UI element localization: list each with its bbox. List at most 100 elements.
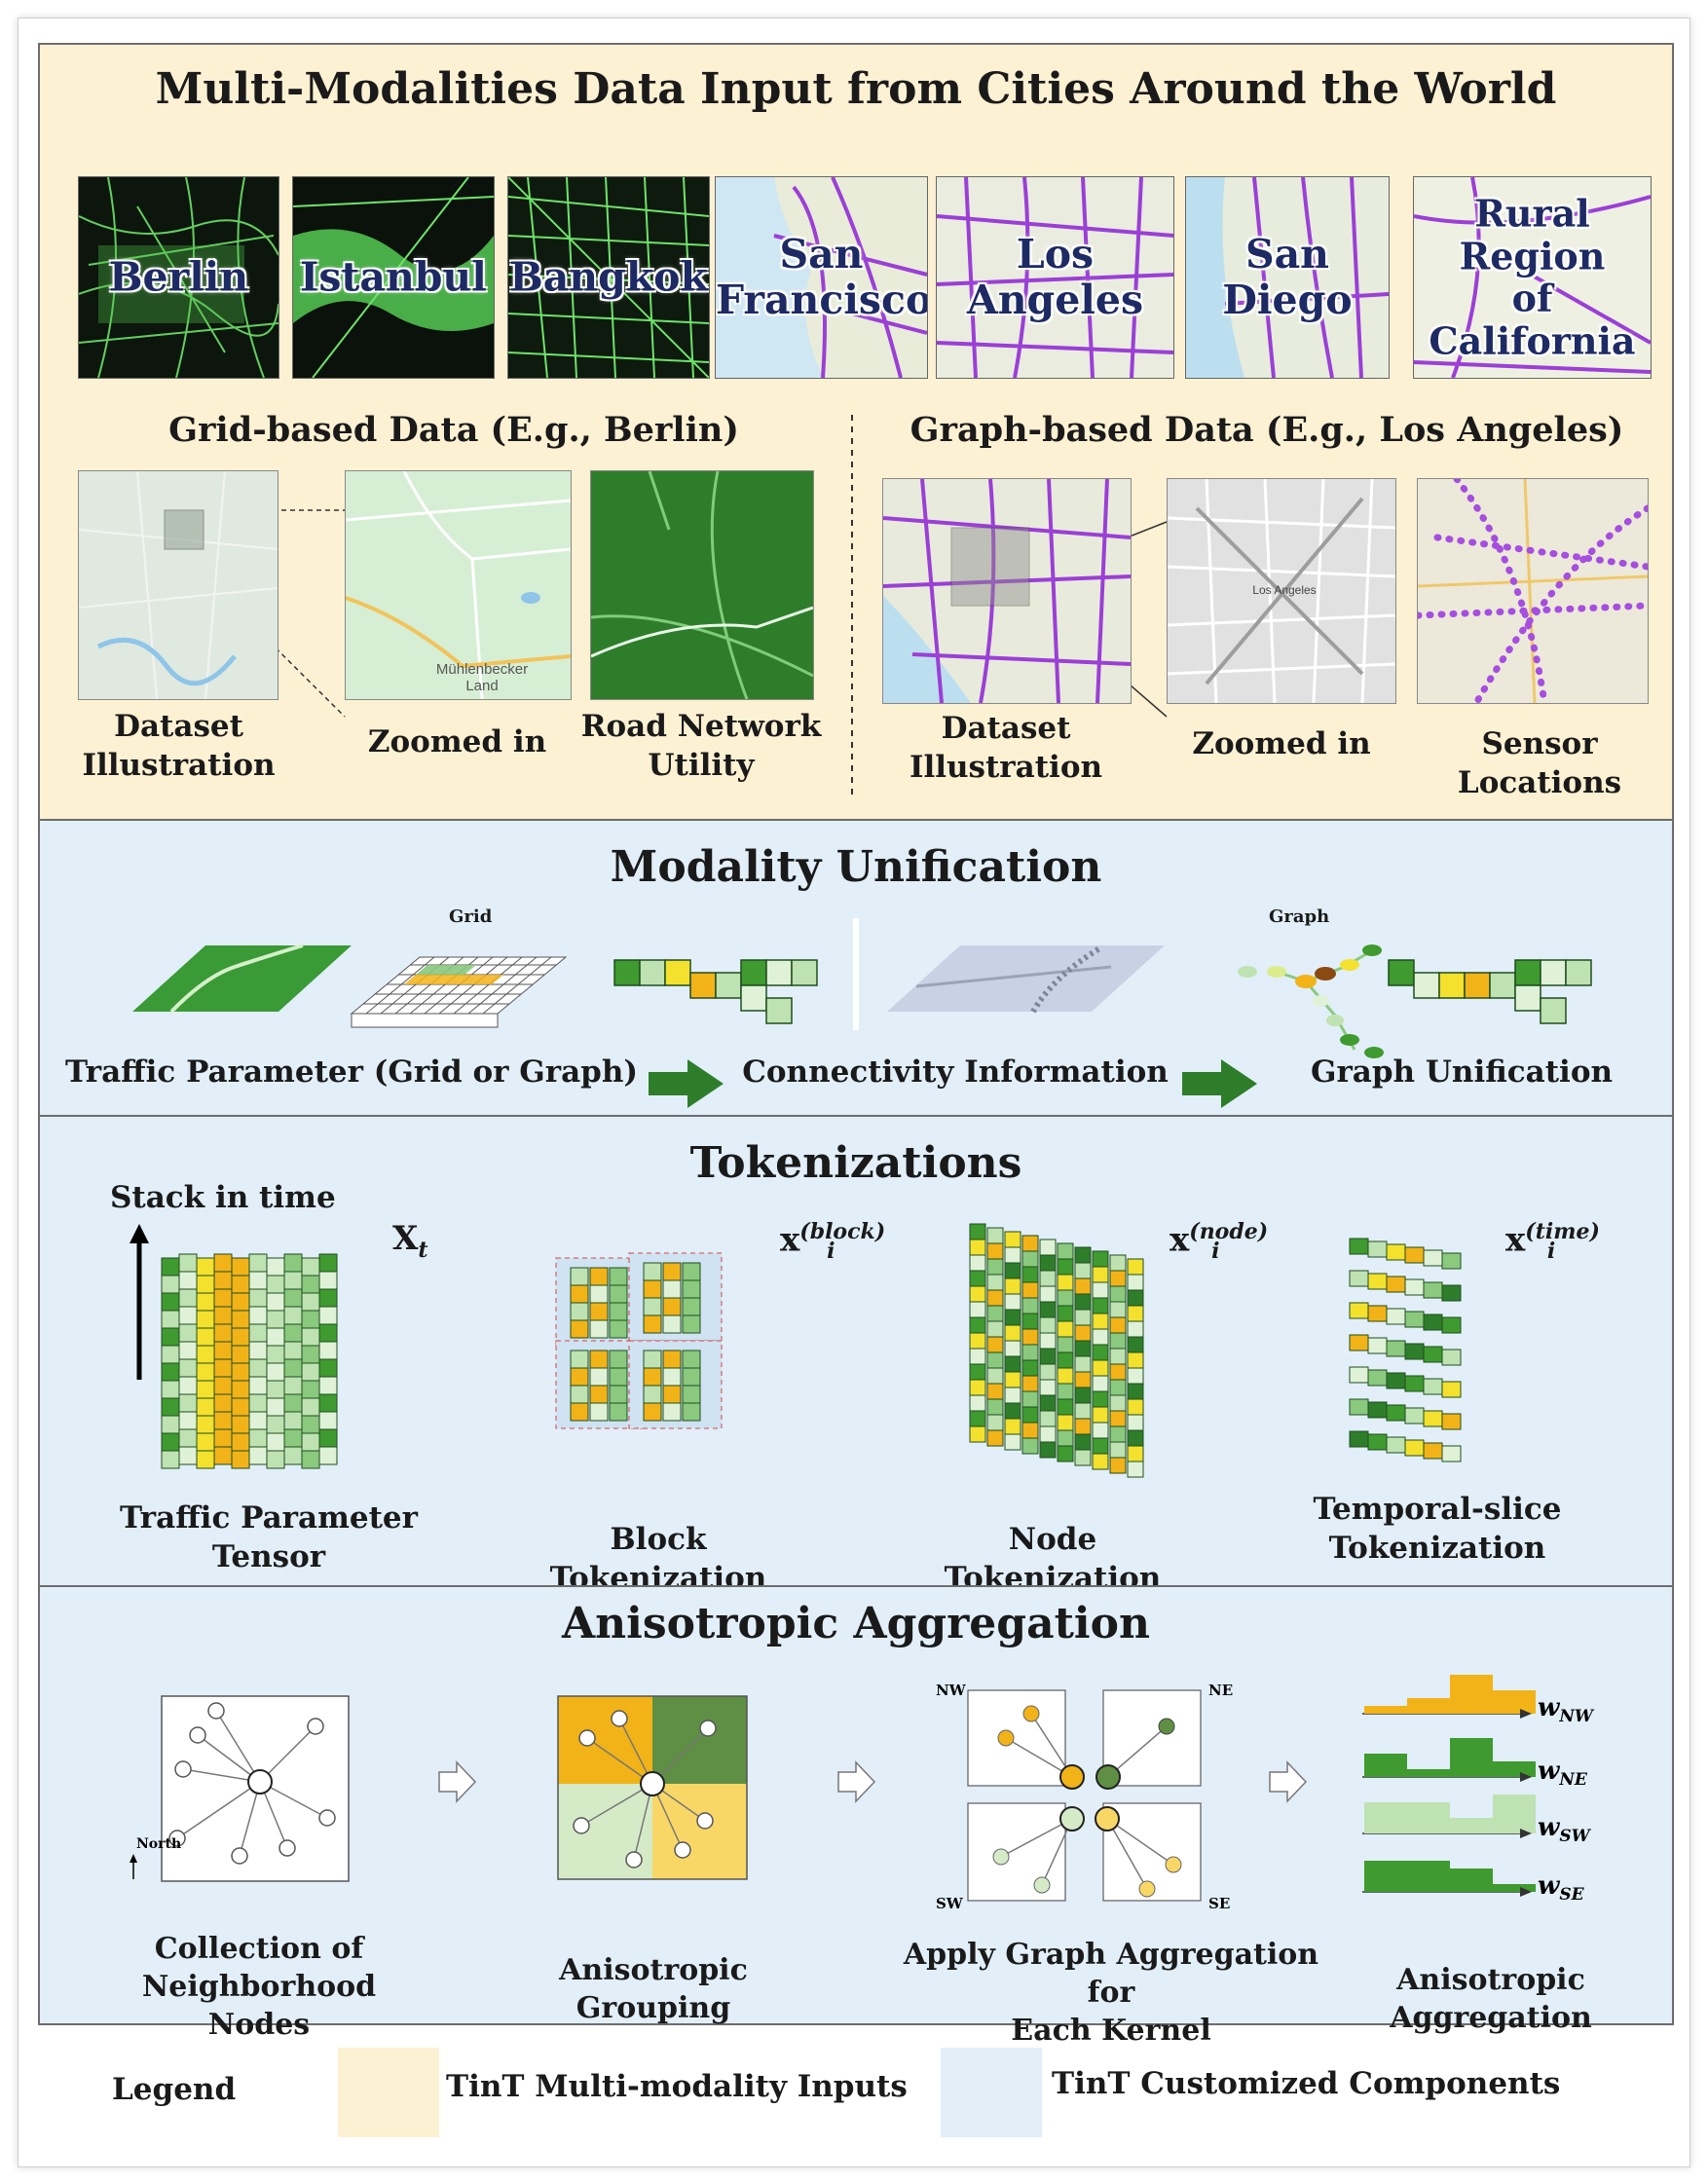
block-cell	[643, 1279, 662, 1299]
block-cell	[570, 1302, 589, 1321]
node-cell	[1109, 1457, 1127, 1474]
legend-label-components: TinT Customized Components	[1052, 2066, 1561, 2101]
tensor-cell	[266, 1292, 285, 1312]
tensor-cell	[318, 1358, 338, 1378]
block-cell	[609, 1319, 628, 1339]
tensor-cell	[248, 1341, 268, 1360]
multimodal-input-panel: Multi-Modalities Data Input from Cities …	[38, 43, 1674, 821]
node-cell	[1057, 1336, 1074, 1353]
node-cell	[969, 1410, 986, 1427]
axis-arrow-icon	[1520, 1887, 1532, 1897]
city-thumbnail-istanbul: Istanbul	[292, 176, 495, 379]
node-cell	[1004, 1418, 1021, 1435]
tensor-cell	[266, 1362, 285, 1382]
node-cell	[1039, 1316, 1057, 1334]
tensor-cell	[266, 1345, 285, 1364]
node-cell	[1057, 1445, 1074, 1462]
node-cell	[986, 1351, 1004, 1369]
unification-graphics	[132, 918, 1592, 1108]
node-cell	[1021, 1235, 1039, 1252]
north-arrow-icon	[130, 1854, 137, 1863]
step-traffic-parameter: Traffic Parameter (Grid or Graph)	[64, 1054, 639, 1090]
dir-se: SE	[1208, 1895, 1230, 1912]
node-cell	[1109, 1348, 1127, 1365]
node-cell	[1074, 1402, 1092, 1420]
node-cell	[986, 1429, 1004, 1447]
weight-bar	[1407, 1698, 1450, 1714]
node-cell	[1039, 1441, 1057, 1459]
tensor-cell	[161, 1327, 180, 1347]
tensor-cell	[318, 1288, 338, 1308]
block-cell	[643, 1314, 662, 1334]
node-cell	[1109, 1285, 1127, 1303]
node-cell	[1074, 1340, 1092, 1357]
node-cell	[1004, 1324, 1021, 1342]
node-cell	[1004, 1387, 1021, 1404]
label-anisotropic-aggregation: Anisotropic Aggregation	[1390, 1963, 1592, 2035]
time-slice-cell	[1367, 1433, 1388, 1451]
node-cell	[1092, 1297, 1109, 1314]
time-slice-cell	[1404, 1343, 1425, 1360]
legend-swatch-components	[941, 2048, 1042, 2137]
node-cell	[1021, 1375, 1039, 1392]
weight-bar	[1450, 1738, 1493, 1777]
tensor-cell	[196, 1292, 215, 1312]
node-cell	[1074, 1324, 1092, 1342]
dir-nw: NW	[936, 1682, 967, 1699]
tensor-cell	[283, 1306, 303, 1325]
time-slice-cell	[1441, 1445, 1462, 1462]
node-cell	[969, 1239, 986, 1256]
city-thumbnail-rural-california: Rural Region of California	[1413, 176, 1652, 379]
tensor-cell	[283, 1323, 303, 1343]
node-cell	[1074, 1355, 1092, 1373]
block-cell	[682, 1279, 701, 1299]
node-cell	[1039, 1363, 1057, 1381]
block-cell	[589, 1302, 609, 1321]
tensor-cell	[178, 1253, 198, 1273]
node-cell	[1057, 1305, 1074, 1322]
tensor-cell	[161, 1292, 180, 1312]
node-cell	[1021, 1297, 1039, 1314]
block-cell	[643, 1262, 662, 1281]
city-thumbnail-san-diego: San Diego	[1185, 176, 1390, 379]
tensor-cell	[231, 1415, 250, 1434]
node-cell	[969, 1316, 986, 1334]
node-cell	[1057, 1367, 1074, 1385]
node-cell	[1092, 1266, 1109, 1283]
block-cell	[662, 1297, 682, 1316]
block-cell	[682, 1297, 701, 1316]
block-cell	[682, 1402, 701, 1422]
weight-bar	[1493, 1884, 1536, 1892]
tensor-cell	[248, 1376, 268, 1395]
node-cell	[1074, 1246, 1092, 1264]
node-cell	[1092, 1359, 1109, 1377]
node-cell	[1039, 1270, 1057, 1287]
node-cell	[1039, 1425, 1057, 1443]
weight-bar	[1493, 1794, 1536, 1833]
tensor-cell	[161, 1432, 180, 1452]
anisotropic-aggregation-panel: Anisotropic Aggregation North NW NE SW S…	[38, 1585, 1674, 2048]
tensor-cell	[178, 1288, 198, 1308]
road-network-map	[293, 177, 494, 378]
time-slice-cell	[1423, 1410, 1443, 1427]
time-slice-cell	[1441, 1284, 1462, 1302]
graph-label-dataset: Dataset Illustration	[909, 711, 1103, 786]
node-cell	[1021, 1406, 1039, 1424]
weight-bar	[1450, 1675, 1493, 1714]
time-slice-cell	[1367, 1240, 1388, 1258]
la-zoomed-map: Los Angeles	[1167, 478, 1396, 704]
tensor-cell	[266, 1275, 285, 1294]
time-slice-cell	[1404, 1246, 1425, 1264]
node-cell	[1004, 1402, 1021, 1420]
node-cell	[1021, 1359, 1039, 1377]
node-cell	[1021, 1250, 1039, 1268]
city-name: Berlin	[108, 253, 249, 301]
node-cell	[1109, 1363, 1127, 1381]
node-cell	[1092, 1453, 1109, 1470]
time-slice-cell	[1367, 1337, 1388, 1354]
node-cell	[986, 1336, 1004, 1353]
weight-bar	[1450, 1818, 1493, 1833]
time-slice-cell	[1386, 1276, 1406, 1293]
tensor-cell	[213, 1358, 233, 1378]
tensor-cell	[161, 1397, 180, 1417]
